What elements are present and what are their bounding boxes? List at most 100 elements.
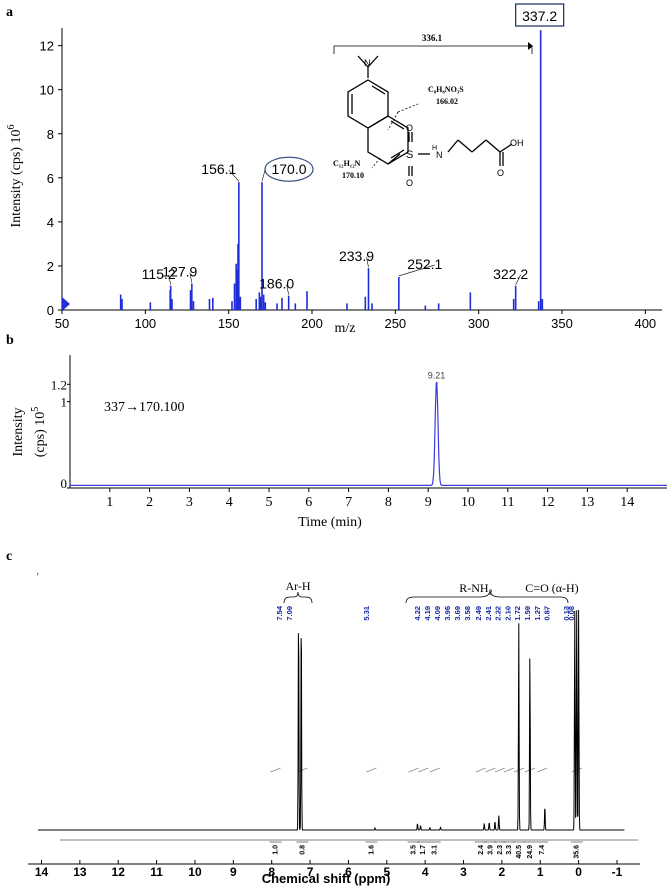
- a-x-tick-label: 150: [218, 316, 240, 331]
- b-x-tick-label: 10: [461, 495, 475, 510]
- atom-o-carbonyl: O: [497, 168, 504, 178]
- a-y-tick-label: 8: [47, 127, 54, 142]
- a-peak-label-circle: [264, 156, 314, 182]
- c-shift-label: 4.22: [413, 606, 422, 621]
- panel-a-peaks: [119, 30, 544, 310]
- panel-b-chromatogram: b 011.2 1 2 3 4 5 6 7 8 9 10 11 12 13 14 9.21 337→170…: [6, 333, 667, 530]
- c-x-tick-label: 7: [307, 865, 314, 879]
- c-integral-curve: [475, 767, 486, 773]
- c-integral-label: 7.4: [539, 845, 546, 855]
- c-integral-label: 2.3: [497, 845, 504, 855]
- c-shift-label: 2.41: [484, 606, 493, 621]
- c-integral-curve: [418, 767, 429, 773]
- panel-label-a: a: [6, 5, 13, 20]
- b-y-tick-label: 0: [61, 476, 68, 491]
- a-peak-label: 156.1: [201, 161, 236, 177]
- c-integral-label: 24.9: [527, 845, 534, 859]
- bracket-label: 336.1: [422, 33, 443, 43]
- b-x-tick-label: 6: [305, 495, 312, 510]
- panel-b-y-ticks: 011.2: [51, 377, 70, 491]
- panel-c-x-ticks: 14 13 12 11 10 9 8 7 6 5 4 3 2 1 0 -1: [35, 860, 623, 879]
- c-integral-label: 1.0: [273, 845, 280, 855]
- atom-h: H: [432, 145, 437, 152]
- b-x-tick-label: 14: [620, 495, 634, 510]
- c-x-tick-label: 12: [112, 865, 126, 879]
- a-peak-label: 170.0: [271, 161, 306, 177]
- c-shift-label: 4.19: [423, 606, 432, 621]
- c-shift-label: 1.27: [533, 606, 542, 621]
- atom-n-dimethyl: N: [364, 58, 371, 68]
- c-x-tick-label: 8: [268, 865, 275, 879]
- a-x-tick-label: 400: [634, 316, 656, 331]
- a-peak-label: 115.2: [142, 266, 176, 282]
- c-integral-label: 1.7: [420, 845, 427, 855]
- panel-label-b: b: [6, 333, 14, 348]
- b-x-tick-label: 13: [580, 495, 594, 510]
- panel-b-y-label-line1: Intensity: [11, 408, 26, 457]
- c-shift-label: 2.49: [474, 606, 483, 621]
- a-peak-label: 233.9: [339, 248, 374, 264]
- c-shift-label: 3.69: [453, 606, 462, 621]
- panel-b-y-label-main: (cps) 10: [33, 412, 48, 458]
- c-shift-label: 7.54: [275, 605, 284, 620]
- atom-n-amide: N: [436, 150, 443, 160]
- group-label-co-alpha-h: C=O (α-H): [525, 581, 578, 595]
- structure-atom-labels: N S O O H N O OH: [364, 58, 524, 188]
- c-integral-label: 3.9: [487, 845, 494, 855]
- a-y-tick-label: 2: [47, 259, 54, 274]
- c-shift-label: 0.13: [562, 606, 571, 621]
- c-shift-label: 2.22: [494, 606, 503, 621]
- panel-a-y-label-main: Intensity (cps) 10: [9, 130, 24, 228]
- a-peak-label-leader: [366, 257, 369, 268]
- a-peak-label-box: [515, 3, 565, 27]
- c-x-tick-label: 6: [345, 865, 352, 879]
- c-shift-label: 7.09: [285, 606, 294, 621]
- fragment-labels: C₈H₈NO₃S 166.02 C₁₂H₁₂N 170.10: [333, 85, 464, 180]
- a-y-tick-label: 4: [47, 215, 54, 230]
- panel-a-x-ticks: 50 100 150 200 250 300 350 400: [55, 310, 656, 331]
- c-x-tick-label: 3: [460, 865, 467, 879]
- group-label-r-nh2: R-NH₂: [459, 581, 493, 595]
- panel-b-peak-label: 9.21: [428, 371, 446, 381]
- b-y-tick-label: 1.2: [51, 377, 67, 392]
- panel-a-y-label: Intensity (cps) 106: [6, 125, 24, 228]
- c-integral-curve: [270, 767, 281, 773]
- panel-a-y-label-exponent: 6: [6, 125, 17, 130]
- b-x-tick-label: 2: [146, 495, 153, 510]
- fragment-2-mass: 170.10: [342, 171, 364, 180]
- a-y-tick-label: 6: [47, 171, 54, 186]
- c-integral-label: 40.5: [516, 845, 523, 859]
- panel-b-x-ticks: 1 2 3 4 5 6 7 8 9 10 11 12 13 14: [106, 488, 634, 510]
- c-x-tick-label: 13: [73, 865, 87, 879]
- c-integral-curve: [366, 767, 377, 773]
- b-x-tick-label: 9: [425, 495, 432, 510]
- panel-c-shift-labels: 7.54 7.09 5.31 4.22 4.19 4.09 3.95 3.69 3.58 2.49…: [275, 605, 576, 620]
- group-label-ar-h: Ar-H: [285, 579, 310, 593]
- c-integral-label: 0.8: [299, 845, 306, 855]
- atom-o-bottom: O: [406, 178, 413, 188]
- a-x-tick-label: 350: [551, 316, 573, 331]
- panel-a-y-ticks: 0 2 4 6 8 10 12: [40, 39, 62, 318]
- fragment-1-formula: C₈H₈NO₃S: [428, 85, 464, 94]
- b-x-tick-label: 1: [106, 495, 113, 510]
- panel-c-nmr-spectrum: c ’ 7.54 7.09 5.31 4.22 4.19 4.09 3.95 3.69 3.58…: [6, 549, 640, 886]
- a-peak-label-leader: [286, 284, 289, 295]
- panel-c-spectrum-trace: [38, 609, 625, 831]
- c-integral-curve: [571, 767, 582, 773]
- b-x-tick-label: 8: [385, 495, 392, 510]
- c-integral-curve: [485, 767, 496, 773]
- a-peak-label-leader: [228, 170, 240, 182]
- panel-c-integrals: 1.0 0.8 1.6 3.5 1.7 3.1 2.4 3.9 2.3 3.3 40.5 24.9 7.…: [269, 841, 583, 859]
- atom-s: S: [406, 149, 413, 161]
- c-x-tick-label: 1: [537, 865, 544, 879]
- panel-b-y-label-exponent: 5: [30, 407, 41, 412]
- c-x-tick-label: 5: [383, 865, 390, 879]
- b-y-tick-label: 1: [61, 395, 68, 410]
- b-x-tick-label: 5: [266, 495, 273, 510]
- a-x-tick-label: 50: [55, 316, 69, 331]
- a-peak-label: 127.9: [162, 264, 197, 280]
- c-integral-curve: [537, 767, 548, 773]
- c-x-tick-label: 9: [230, 865, 237, 879]
- a-peak-label: 322.2: [493, 266, 528, 282]
